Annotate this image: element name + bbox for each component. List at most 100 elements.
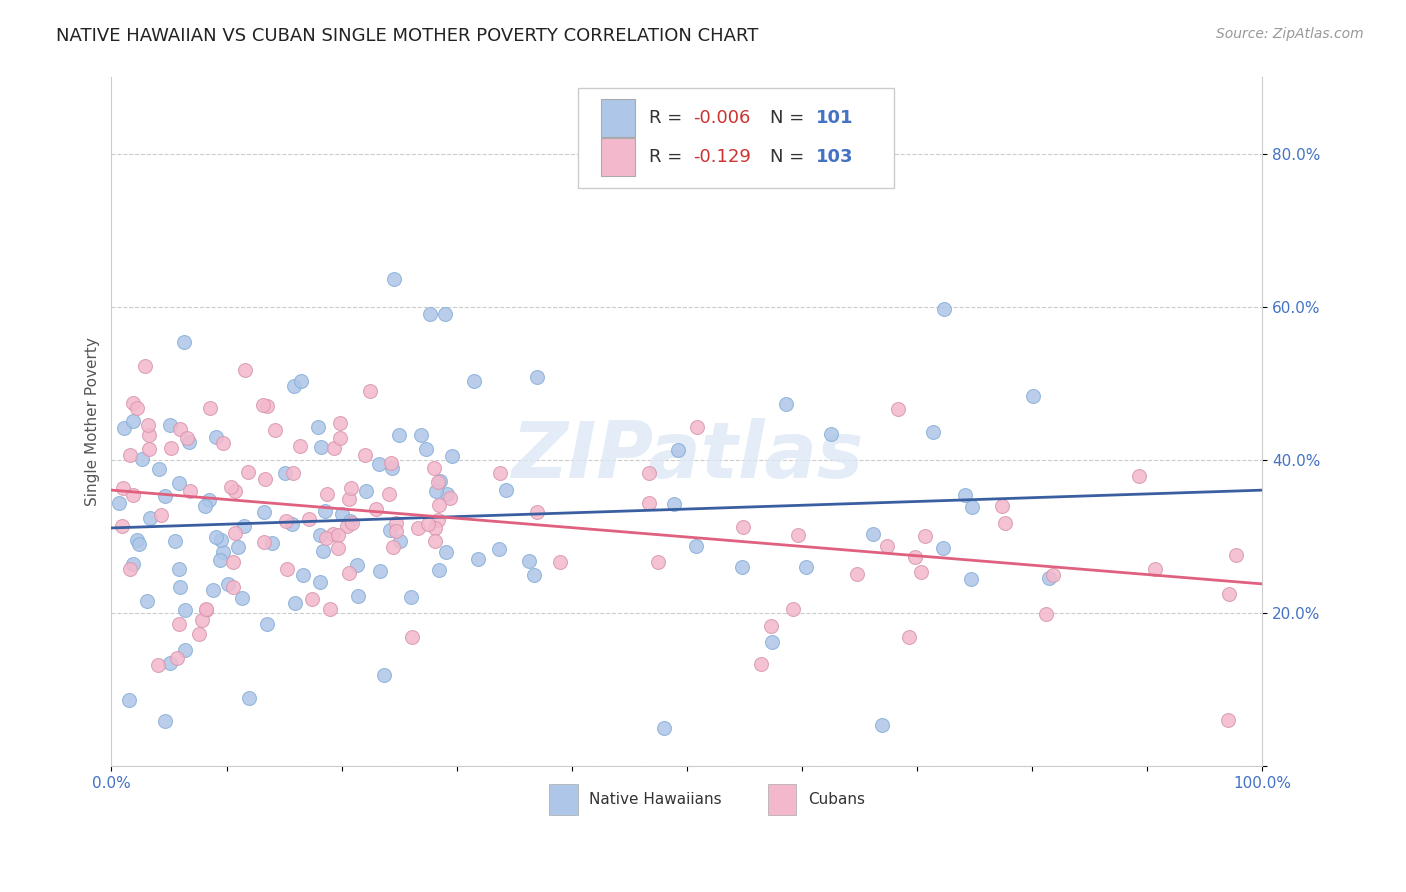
Point xyxy=(637,495,659,509)
Point xyxy=(309,575,332,590)
Point xyxy=(1216,713,1239,727)
Point xyxy=(329,417,352,431)
Text: Source: ZipAtlas.com: Source: ZipAtlas.com xyxy=(1216,27,1364,41)
Point xyxy=(212,545,235,559)
Point xyxy=(254,472,277,486)
Point xyxy=(120,562,142,576)
Y-axis label: Single Mother Poverty: Single Mother Poverty xyxy=(86,337,100,507)
Point xyxy=(370,564,392,578)
Point xyxy=(312,544,335,558)
Point xyxy=(384,524,406,538)
Text: NATIVE HAWAIIAN VS CUBAN SINGLE MOTHER POVERTY CORRELATION CHART: NATIVE HAWAIIAN VS CUBAN SINGLE MOTHER P… xyxy=(56,27,759,45)
Point xyxy=(346,558,368,572)
Point xyxy=(256,617,278,632)
Point xyxy=(953,488,976,502)
Point xyxy=(264,423,287,437)
Point xyxy=(401,590,423,604)
Text: R =: R = xyxy=(650,148,682,166)
Point xyxy=(291,567,314,582)
Point xyxy=(322,527,344,541)
Point xyxy=(647,555,669,569)
Point xyxy=(326,528,349,542)
Point xyxy=(914,529,936,543)
Point xyxy=(159,656,181,670)
Point xyxy=(108,496,131,510)
Point xyxy=(231,591,253,606)
Point xyxy=(749,657,772,671)
Point xyxy=(179,435,201,450)
Text: -0.006: -0.006 xyxy=(693,110,749,128)
Point xyxy=(252,398,274,412)
Point xyxy=(1225,548,1247,562)
Point xyxy=(904,549,927,564)
Point xyxy=(118,693,141,707)
Point xyxy=(406,521,429,535)
Point xyxy=(173,334,195,349)
Point xyxy=(415,442,437,456)
Point xyxy=(138,442,160,456)
Point xyxy=(194,603,217,617)
Point xyxy=(409,428,432,442)
Point xyxy=(373,668,395,682)
Point xyxy=(419,307,441,321)
Point xyxy=(328,541,350,555)
Point xyxy=(423,461,446,475)
Point xyxy=(441,449,464,463)
Point xyxy=(426,513,449,527)
Point xyxy=(425,520,447,534)
Text: -0.129: -0.129 xyxy=(693,148,751,166)
Point xyxy=(429,474,451,488)
Point xyxy=(548,555,571,569)
Point xyxy=(887,402,910,417)
Point xyxy=(217,576,239,591)
Point xyxy=(342,516,364,531)
Point xyxy=(872,717,894,731)
Point xyxy=(932,541,955,556)
Point xyxy=(960,572,983,586)
Point xyxy=(166,651,188,665)
Point xyxy=(122,488,145,502)
Point xyxy=(488,467,510,481)
Point xyxy=(429,499,451,513)
Point xyxy=(165,533,187,548)
Point xyxy=(1038,571,1060,585)
Point xyxy=(1022,389,1045,403)
Point xyxy=(274,514,297,528)
Point xyxy=(222,580,245,594)
Point xyxy=(224,483,246,498)
Point xyxy=(169,581,191,595)
Point xyxy=(153,714,176,728)
Point xyxy=(380,456,402,470)
Point xyxy=(382,272,405,286)
Point xyxy=(910,565,932,579)
Point xyxy=(517,554,540,568)
Point xyxy=(222,555,245,569)
Point xyxy=(731,520,754,534)
Point xyxy=(416,516,439,531)
Point xyxy=(876,539,898,553)
Point xyxy=(488,541,510,556)
Point xyxy=(638,466,661,480)
Point xyxy=(198,401,221,416)
Point xyxy=(354,484,377,499)
Point xyxy=(685,420,707,434)
Point xyxy=(301,591,323,606)
Point xyxy=(191,613,214,627)
Point xyxy=(340,481,363,495)
Point xyxy=(205,430,228,444)
Point xyxy=(233,519,256,533)
Bar xyxy=(548,784,578,814)
Point xyxy=(993,516,1015,530)
Point xyxy=(309,528,332,542)
Point xyxy=(205,530,228,544)
Point xyxy=(274,466,297,480)
Point xyxy=(862,527,884,541)
Point xyxy=(378,523,401,537)
Point xyxy=(253,504,276,518)
Point xyxy=(212,436,235,450)
Bar xyxy=(600,100,636,137)
Point xyxy=(932,301,955,316)
Point xyxy=(233,363,256,377)
Point xyxy=(283,378,305,392)
Point xyxy=(991,500,1014,514)
